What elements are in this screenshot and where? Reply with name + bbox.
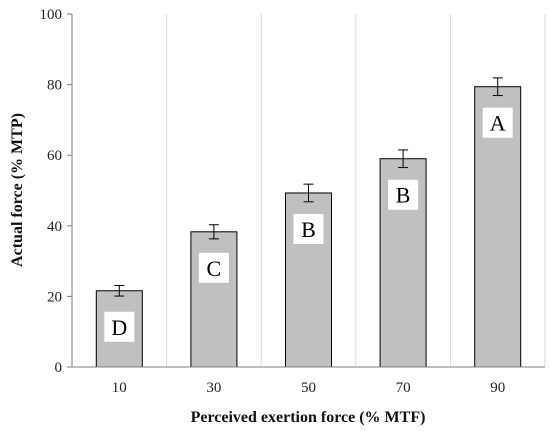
group-label-box	[482, 107, 513, 138]
group-labels: D C B B A	[104, 107, 513, 342]
group-label: B	[396, 183, 411, 208]
group-label: B	[301, 217, 316, 242]
group-label-box	[293, 213, 324, 244]
x-tick-label: 10	[112, 380, 127, 396]
error-bars	[114, 77, 503, 297]
x-tick-label: 30	[206, 380, 221, 396]
x-tick-label: 50	[301, 380, 316, 396]
y-tick-label: 20	[47, 289, 62, 305]
group-label-box	[104, 311, 135, 342]
bar	[190, 231, 238, 368]
y-tick-label: 100	[40, 7, 63, 23]
x-tick-label: 90	[490, 380, 505, 396]
y-axis-title: Actual force (% MTP)	[9, 113, 26, 267]
y-tick-label: 80	[47, 78, 62, 94]
group-label: C	[207, 256, 222, 281]
x-tick-label: 70	[396, 380, 411, 396]
group-label-box	[198, 252, 229, 283]
group-label: D	[111, 315, 127, 340]
axes	[67, 13, 545, 368]
group-label-box	[388, 179, 419, 210]
y-tick-label: 0	[55, 360, 63, 376]
x-axis-title: Perceived exertion force (% MTF)	[191, 409, 426, 426]
group-label: A	[490, 111, 506, 136]
y-tick-label: 60	[47, 148, 62, 164]
y-tick-label: 40	[47, 219, 62, 235]
tick-labels: 0 20 40 60 80 100 10 30 50 70 90	[40, 7, 506, 396]
